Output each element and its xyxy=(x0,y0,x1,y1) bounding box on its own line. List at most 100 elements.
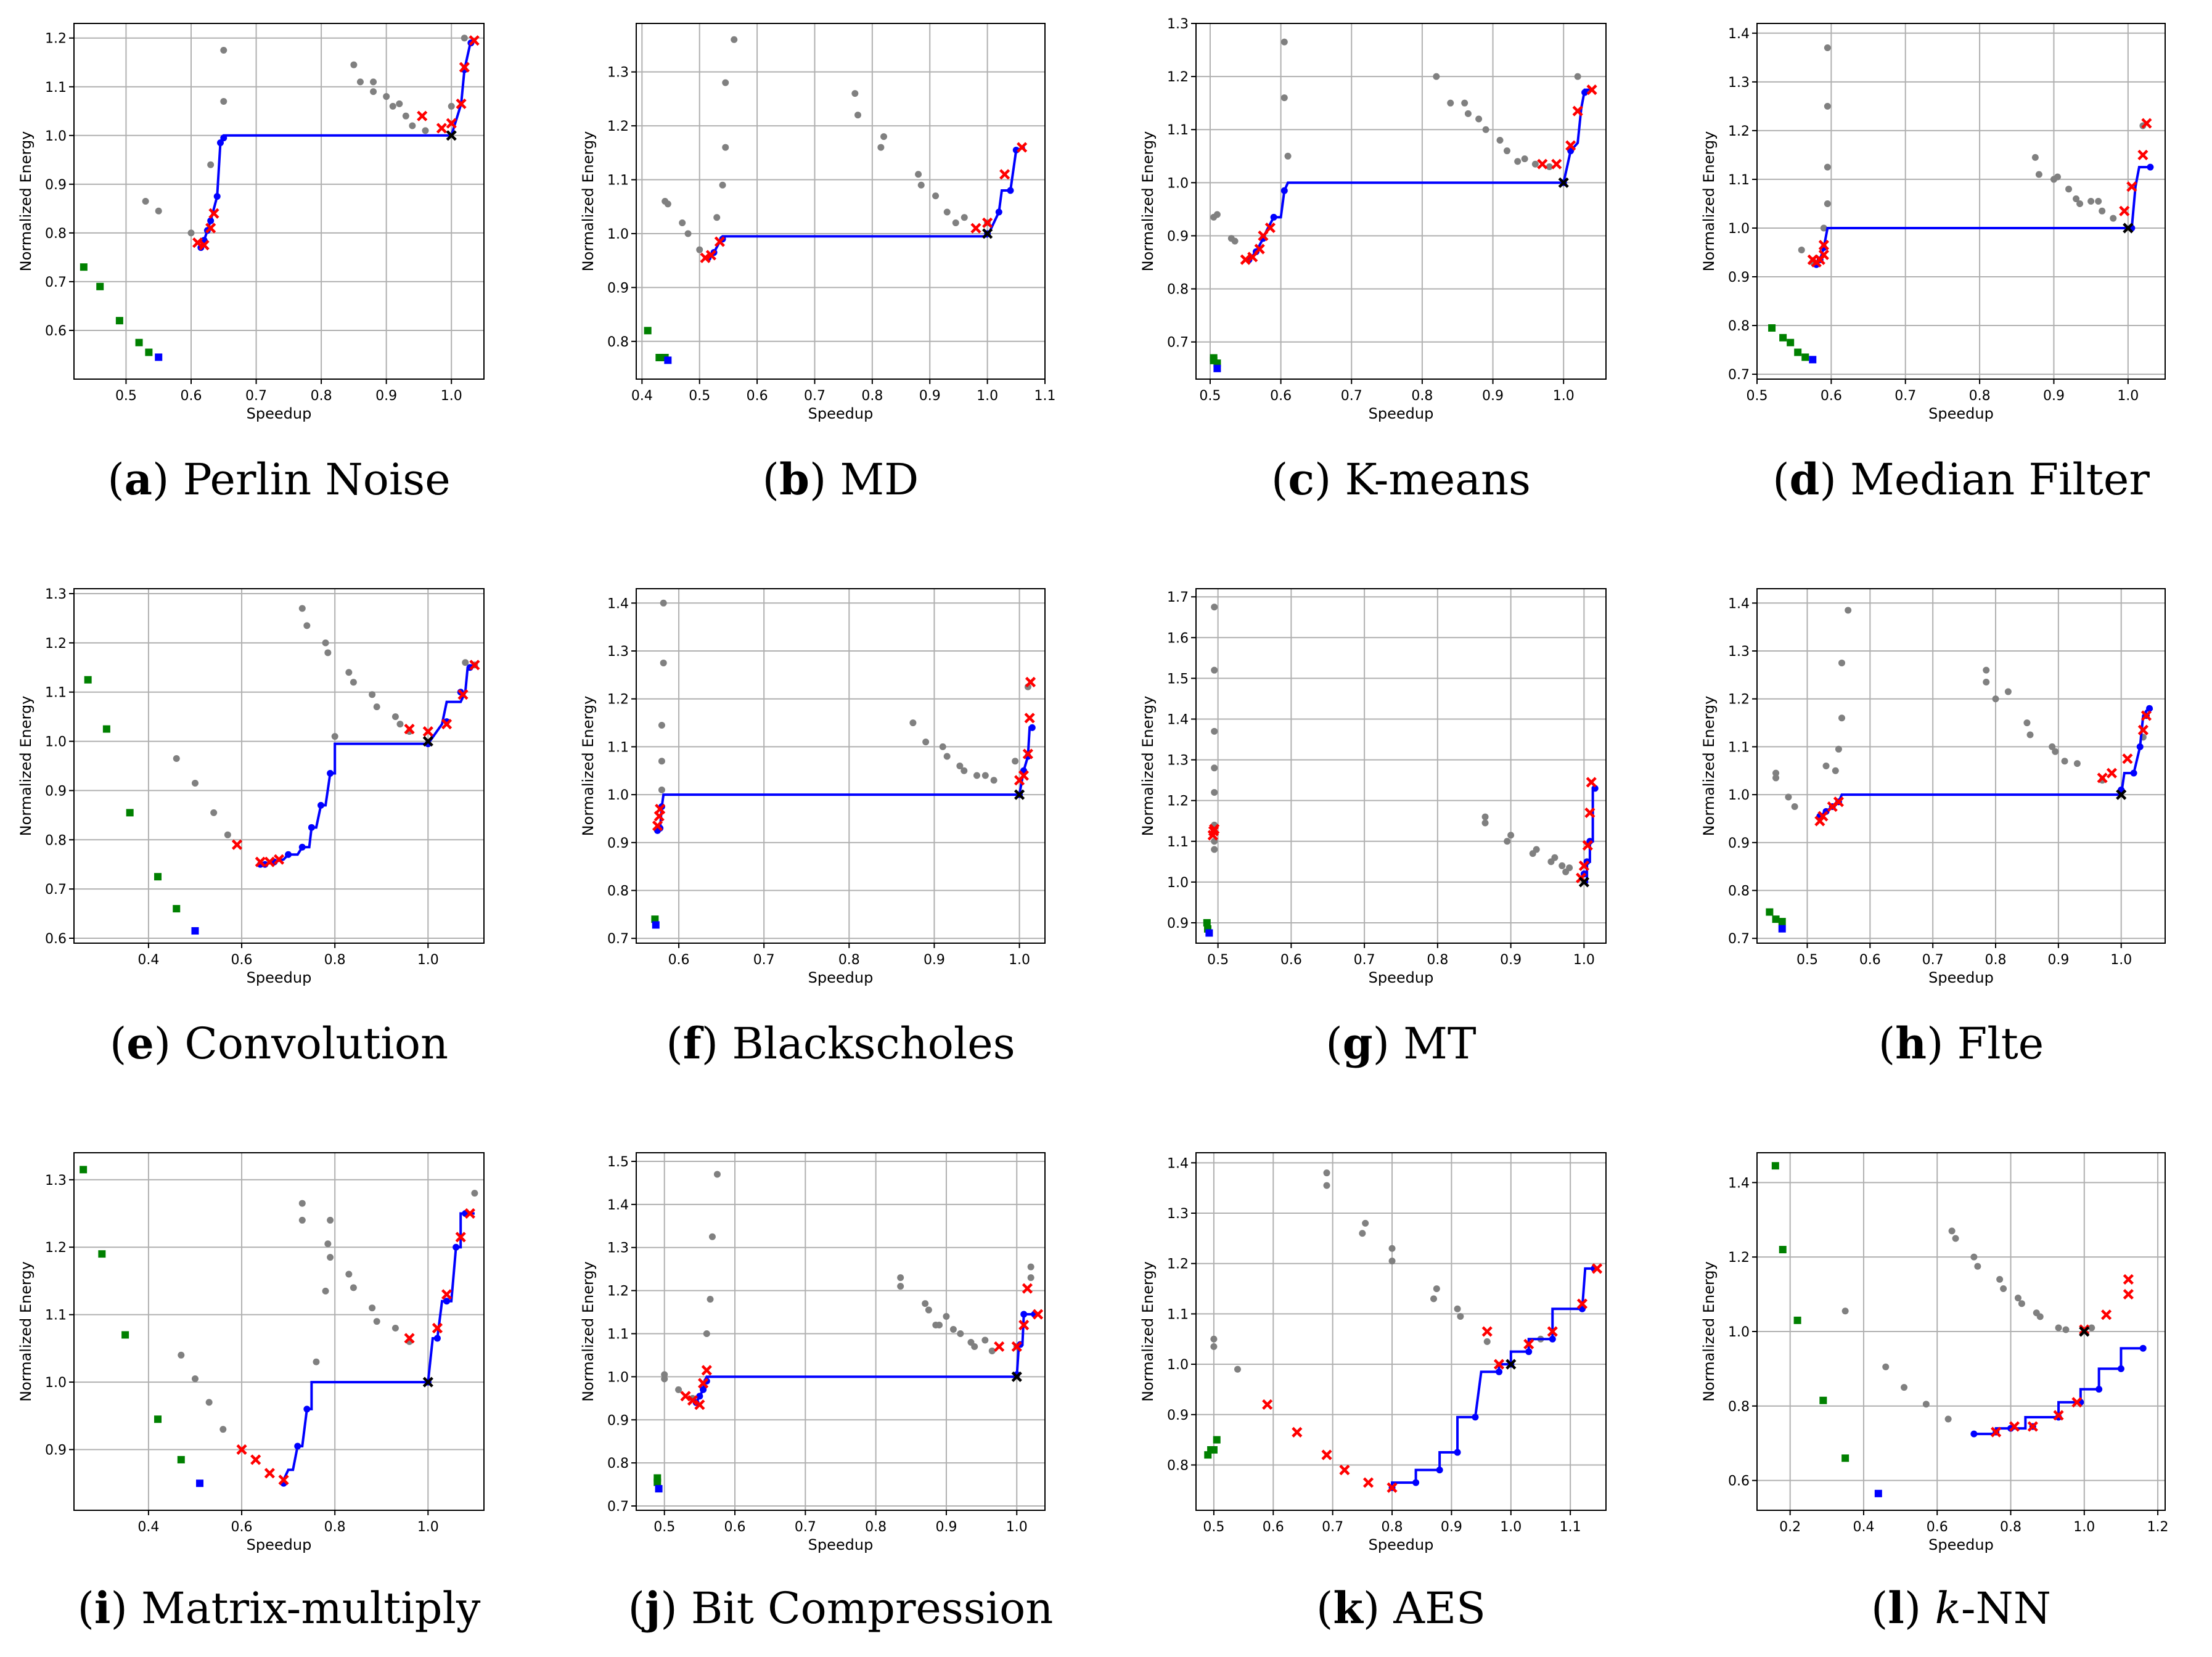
gray-point xyxy=(880,133,888,141)
gray-point xyxy=(2000,1285,2007,1293)
y-tick-label: 1.3 xyxy=(45,1173,67,1189)
caption-open-paren: ( xyxy=(763,454,779,505)
caption-close-paren: ) xyxy=(154,1018,185,1069)
green-square-point xyxy=(1779,1246,1787,1254)
gray-point xyxy=(2088,1324,2095,1332)
gray-point xyxy=(1496,136,1504,144)
red-cross-point xyxy=(1523,1338,1534,1350)
plot-frame xyxy=(636,1152,1046,1511)
y-tick-label: 0.8 xyxy=(607,1456,629,1471)
gray-point xyxy=(298,1200,306,1207)
y-axis-label: Normalized Energy xyxy=(1139,1261,1157,1402)
green-square-point xyxy=(651,915,659,923)
plot-frame xyxy=(636,23,1046,380)
y-tick-label: 1.3 xyxy=(1728,75,1750,91)
gray-point xyxy=(2031,153,2039,161)
x-tick-label: 0.5 xyxy=(1199,388,1221,404)
blue-square-point xyxy=(1778,925,1786,933)
y-tick-label: 0.9 xyxy=(1167,916,1189,931)
plot-frame xyxy=(1756,588,2166,944)
gray-point xyxy=(909,719,917,727)
caption-name: Convolution xyxy=(184,1018,448,1069)
y-tick-label: 1.3 xyxy=(607,1241,629,1256)
red-cross-point xyxy=(441,719,453,730)
gray-point xyxy=(658,721,665,729)
gray-point xyxy=(1388,1245,1396,1252)
y-tick-label: 1.1 xyxy=(1167,123,1189,138)
green-square-point xyxy=(135,338,143,346)
gray-point xyxy=(2035,171,2042,178)
y-tick-label: 0.9 xyxy=(1167,1408,1189,1423)
green-square-point xyxy=(1819,1396,1827,1404)
y-tick-label: 1.3 xyxy=(607,65,629,81)
caption-name: AES xyxy=(1393,1583,1486,1634)
gray-point xyxy=(1280,38,1288,46)
gray-point xyxy=(1231,237,1239,245)
caption-letter: c xyxy=(1288,454,1314,505)
x-tick-label: 0.7 xyxy=(1922,952,1944,968)
x-tick-label: 1.1 xyxy=(1034,388,1056,404)
red-cross-point xyxy=(2123,1274,2134,1285)
gray-point xyxy=(922,738,930,746)
green-square-point xyxy=(96,282,104,290)
panel-caption: (i) Matrix-multiply xyxy=(78,1582,481,1634)
red-cross-point xyxy=(2137,149,2149,161)
y-tick-label: 1.2 xyxy=(1728,1250,1750,1266)
plot-frame xyxy=(1195,588,1607,944)
gray-point xyxy=(322,1287,329,1295)
gray-point xyxy=(173,755,180,763)
y-tick-label: 0.7 xyxy=(45,882,67,898)
red-cross-point xyxy=(1833,796,1844,808)
gray-point xyxy=(719,181,726,189)
green-square-point xyxy=(1801,353,1809,361)
x-tick-label: 0.7 xyxy=(804,388,825,404)
gray-point xyxy=(679,219,686,226)
caption-close-paren: ) xyxy=(1363,1583,1394,1634)
gray-point xyxy=(298,1216,306,1224)
y-tick-label: 1.1 xyxy=(607,173,629,189)
gray-point xyxy=(327,1254,334,1261)
gray-point xyxy=(313,1358,320,1365)
gray-point xyxy=(664,200,671,208)
blue-point xyxy=(700,1386,707,1393)
baseline-cross-point xyxy=(446,130,457,141)
red-cross-point xyxy=(1258,230,1269,242)
y-tick-label: 1.2 xyxy=(607,1284,629,1299)
y-tick-label: 1.2 xyxy=(1167,70,1189,85)
blue-point xyxy=(2130,769,2137,777)
blue-point xyxy=(433,1335,441,1342)
gray-point xyxy=(1798,247,1805,254)
blue-point xyxy=(298,843,306,851)
x-axis-label: Speedup xyxy=(1928,405,1994,422)
red-cross-point xyxy=(1011,1341,1022,1352)
pareto-frontier-line xyxy=(260,663,475,866)
red-cross-point xyxy=(455,1232,466,1243)
y-tick-label: 1.3 xyxy=(1167,17,1189,32)
red-cross-point xyxy=(208,208,219,219)
blue-point xyxy=(1581,89,1589,96)
caption-letter: g xyxy=(1343,1018,1373,1069)
y-tick-label: 0.7 xyxy=(1728,367,1750,383)
blue-point xyxy=(1280,187,1288,194)
red-cross-point xyxy=(1209,824,1220,835)
y-tick-label: 1.2 xyxy=(1728,692,1750,708)
y-tick-label: 0.9 xyxy=(45,1443,67,1459)
gray-point xyxy=(2036,1313,2044,1320)
caption-close-paren: ) xyxy=(660,1583,691,1634)
baseline-cross-point xyxy=(1505,1359,1517,1370)
blue-point xyxy=(696,1393,703,1400)
y-tick-label: 1.3 xyxy=(607,644,629,660)
red-cross-point xyxy=(2071,1397,2083,1408)
red-cross-point xyxy=(1262,1399,1273,1410)
gray-point xyxy=(917,181,925,189)
x-axis-label: Speedup xyxy=(1928,969,1994,986)
gray-point xyxy=(298,605,306,612)
y-tick-label: 1.2 xyxy=(1728,124,1750,139)
gray-point xyxy=(220,97,227,105)
gray-point xyxy=(396,100,403,107)
panel-caption: (c) K-means xyxy=(1271,454,1531,505)
caption-name-rest: -NN xyxy=(1961,1583,2051,1634)
red-cross-point xyxy=(1565,140,1576,151)
gray-point xyxy=(877,144,885,151)
gray-point xyxy=(990,777,997,784)
